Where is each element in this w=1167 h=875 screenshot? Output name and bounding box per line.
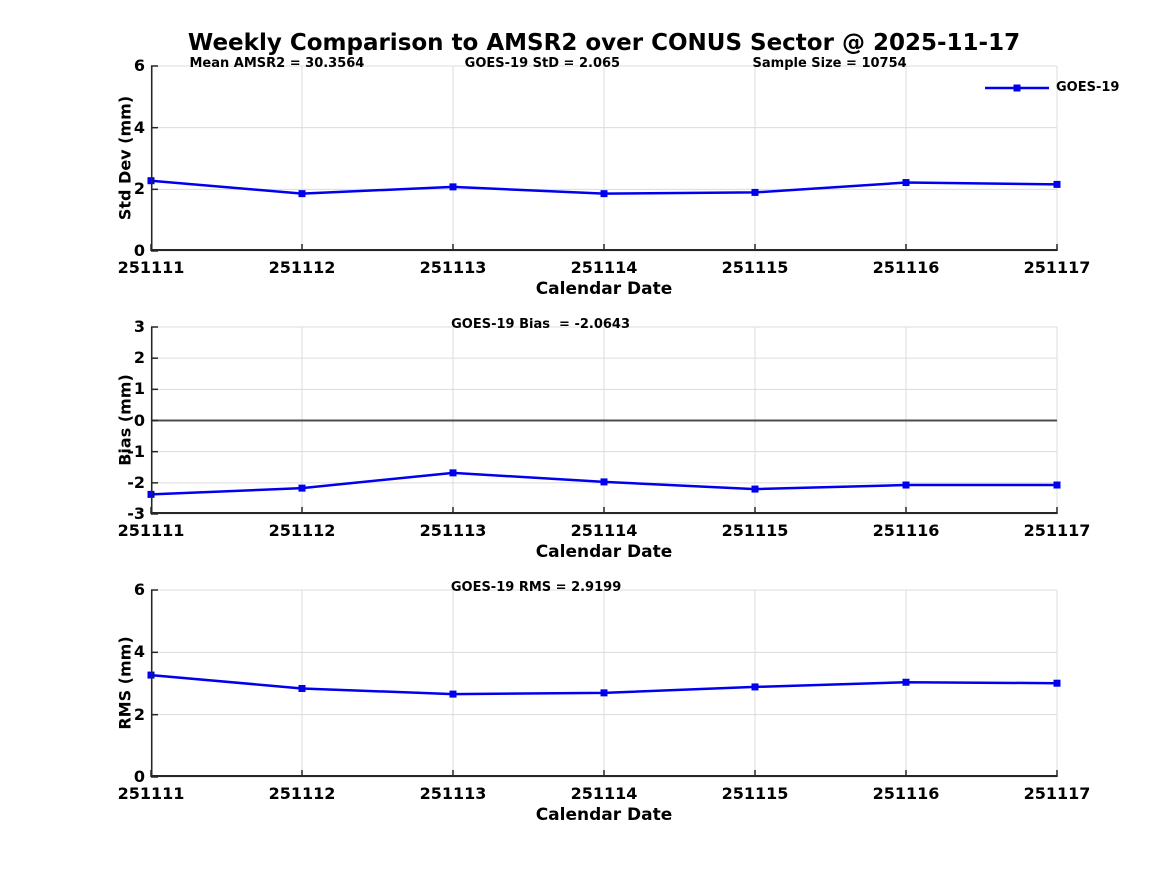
y-tick-label: 2 <box>133 704 145 724</box>
data-point-marker <box>600 190 608 198</box>
x-tick-label: 251117 <box>1023 784 1091 803</box>
data-point-marker <box>902 179 910 187</box>
annotation-text: GOES-19 RMS = 2.9199 <box>450 580 622 595</box>
data-point-marker <box>1053 180 1061 188</box>
plot-canvas <box>147 326 1061 515</box>
y-tick-label: 0 <box>133 767 145 786</box>
x-tick-label: 251113 <box>419 784 487 803</box>
data-point-marker <box>449 183 457 191</box>
data-point-marker <box>751 683 759 691</box>
annotation-text: Mean AMSR2 = 30.3564 <box>189 56 365 71</box>
y-axis-label: Std Dev (mm) <box>115 95 135 221</box>
y-tick-label: 0 <box>133 241 145 260</box>
x-tick-label: 251111 <box>117 521 185 540</box>
plot-area: Mean AMSR2 = 30.3564 GOES-19 StD = 2.065 S… <box>147 57 1061 252</box>
data-point-marker <box>751 485 759 493</box>
x-tick-label: 251112 <box>268 784 336 803</box>
x-tick-label: 251116 <box>872 784 940 803</box>
data-point-marker <box>298 190 306 198</box>
plot-canvas <box>147 65 1061 252</box>
data-point-marker <box>902 678 910 686</box>
x-tick-label: 251116 <box>872 521 940 540</box>
x-tick-label: 251114 <box>570 258 638 277</box>
x-tick-label: 251115 <box>721 521 789 540</box>
x-tick-label: 251111 <box>117 784 185 803</box>
y-tick-label: 2 <box>133 348 145 368</box>
legend: GOES-19 <box>985 81 1119 94</box>
x-tick-label: 251114 <box>570 521 638 540</box>
data-point-marker <box>1053 481 1061 489</box>
y-tick-label: -3 <box>127 504 145 523</box>
data-point-marker <box>902 481 910 489</box>
y-tick-label: 2 <box>133 179 145 199</box>
y-tick-label: 6 <box>133 56 145 75</box>
y-tick-label: 6 <box>133 580 145 599</box>
x-axis-label: Calendar Date <box>535 805 673 825</box>
x-tick-label: 251112 <box>268 521 336 540</box>
x-axis-label: Calendar Date <box>535 279 673 299</box>
subplot-stddev: Std Dev (mm) 0 2 4 6 Mean AMSR2 = 30.3564 GO… <box>0 56 1167 306</box>
data-point-marker <box>751 188 759 196</box>
data-point-marker <box>600 478 608 486</box>
annotation-text: Sample Size = 10754 <box>752 56 907 71</box>
data-point-marker <box>600 689 608 697</box>
annotation-text: GOES-19 StD = 2.065 <box>464 56 621 71</box>
plot-area: GOES-19 RMS = 2.9199 <box>147 581 1061 778</box>
legend-line-icon <box>985 84 1049 91</box>
x-tick-label: 251115 <box>721 784 789 803</box>
y-tick-label: 4 <box>133 642 145 662</box>
data-point-marker <box>298 484 306 492</box>
plot-canvas <box>147 589 1061 778</box>
y-tick-label: 3 <box>133 317 145 336</box>
data-point-marker <box>449 469 457 477</box>
x-tick-label: 251112 <box>268 258 336 277</box>
x-tick-label: 251116 <box>872 258 940 277</box>
x-tick-label: 251113 <box>419 521 487 540</box>
x-tick-label: 251113 <box>419 258 487 277</box>
data-point-marker <box>449 690 457 698</box>
y-tick-label: 4 <box>133 117 145 137</box>
data-point-marker <box>1053 679 1061 687</box>
x-tick-label: 251111 <box>117 258 185 277</box>
y-tick-label: -1 <box>127 441 145 461</box>
x-axis-label: Calendar Date <box>535 542 673 562</box>
x-tick-label: 251115 <box>721 258 789 277</box>
figure-title: Weekly Comparison to AMSR2 over CONUS Se… <box>187 30 1021 56</box>
y-tick-label: -2 <box>127 472 145 492</box>
annotation-text: GOES-19 Bias = -2.0643 <box>451 317 631 332</box>
x-tick-label: 251117 <box>1023 258 1091 277</box>
subplot-bias: Bias (mm) -3 -2 -1 0 1 2 3 GOES-19 Bias = -2.0… <box>0 317 1167 567</box>
x-tick-label: 251114 <box>570 784 638 803</box>
legend-label: GOES-19 <box>1056 80 1120 95</box>
plot-area: GOES-19 Bias = -2.0643 <box>147 318 1061 515</box>
y-tick-label: 0 <box>133 410 145 430</box>
data-point-marker <box>298 684 306 692</box>
y-tick-label: 1 <box>133 379 145 399</box>
x-tick-label: 251117 <box>1023 521 1091 540</box>
